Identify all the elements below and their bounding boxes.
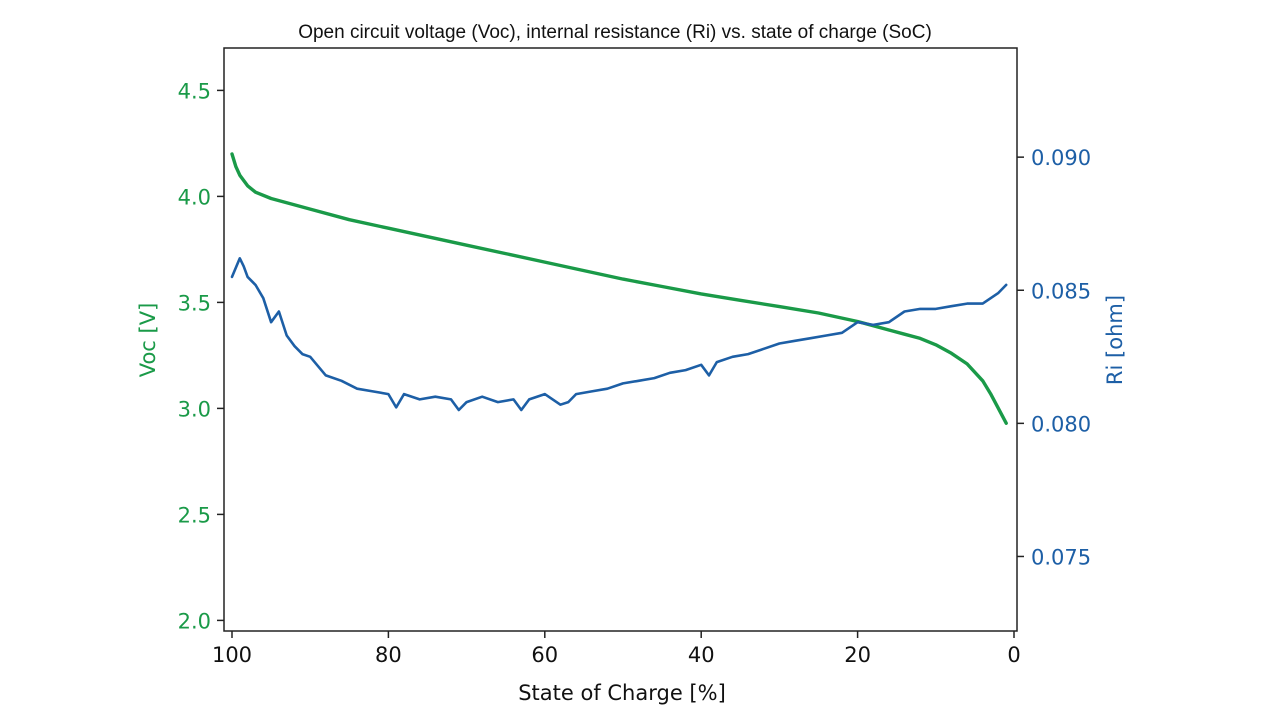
plot-frame: [223, 47, 1018, 632]
y2-tick-label: 0.090: [1031, 146, 1091, 170]
right-y-axis-label: Ri [ohm]: [1103, 295, 1127, 385]
left-y-axis: 2.0 2.5 3.0 3.5 4.0 4.5: [178, 79, 224, 633]
x-axis-label: State of Charge [%]: [518, 681, 726, 705]
y-tick-label: 3.5: [178, 291, 211, 315]
x-axis: 100 80 60 40 20 0: [212, 631, 1021, 667]
x-tick-label: 20: [844, 643, 871, 667]
x-tick-label: 40: [688, 643, 715, 667]
x-tick-label: 80: [375, 643, 402, 667]
y-tick-label: 2.5: [178, 503, 211, 527]
chart-title: Open circuit voltage (Voc), internal res…: [298, 22, 932, 43]
y-tick-label: 4.0: [178, 185, 211, 209]
x-tick-label: 60: [531, 643, 558, 667]
x-tick-label: 0: [1007, 643, 1020, 667]
y-tick-label: 4.5: [178, 79, 211, 103]
right-y-axis: 0.075 0.080 0.085 0.090: [1017, 146, 1091, 569]
series-line-voc: [230, 152, 1008, 425]
y2-tick-label: 0.080: [1031, 412, 1091, 436]
series-line-ri: [230, 256, 1008, 412]
y-tick-label: 2.0: [178, 609, 211, 633]
left-y-axis-label: Voc [V]: [136, 303, 160, 378]
y2-tick-label: 0.085: [1031, 279, 1091, 303]
y2-tick-label: 0.075: [1031, 545, 1091, 569]
series-layer: [230, 152, 1008, 425]
y-tick-label: 3.0: [178, 397, 211, 421]
x-tick-label: 100: [212, 643, 252, 667]
